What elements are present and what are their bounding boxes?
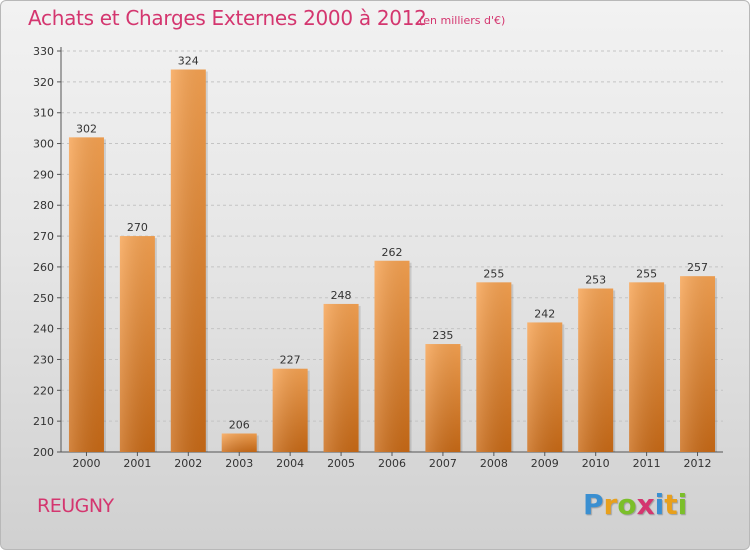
y-tick-label: 220	[33, 384, 54, 397]
y-tick-label: 200	[33, 446, 54, 459]
x-tick-label: 2005	[327, 457, 355, 470]
x-tick-label: 2011	[633, 457, 661, 470]
x-tick-label: 2007	[429, 457, 457, 470]
x-tick-label: 2000	[72, 457, 100, 470]
bar-highlight	[272, 368, 308, 452]
x-tick-label: 2006	[378, 457, 406, 470]
logo-letter: t	[664, 488, 678, 521]
bar-highlight	[578, 288, 614, 452]
bar-value-label: 206	[229, 418, 250, 431]
axes: 200 210 220 230 240 250 260 270 280 290 300 310 320 3…	[33, 45, 723, 459]
bar-highlight	[221, 433, 257, 452]
bar-value-label: 248	[331, 289, 352, 302]
bar-value-label: 253	[585, 274, 606, 287]
bar-value-label: 235	[432, 329, 453, 342]
bar-value-label: 302	[76, 122, 97, 135]
x-tick-label: 2008	[480, 457, 508, 470]
y-tick-label: 320	[33, 76, 54, 89]
y-tick-label: 210	[33, 415, 54, 428]
y-tick-label: 330	[33, 45, 54, 58]
x-tick-label: 2003	[225, 457, 253, 470]
y-tick-label: 230	[33, 353, 54, 366]
labels: 302 2000 270 2001 324 2002 206 2003 227 2004 248 20…	[72, 55, 711, 470]
logo-letter: i	[654, 488, 665, 521]
proxiti-logo: Proxiti	[583, 488, 687, 521]
y-tick-label: 290	[33, 168, 54, 181]
logo-letter: P	[583, 488, 604, 521]
bar-value-label: 270	[127, 221, 148, 234]
bar-highlight	[323, 303, 359, 452]
bar-highlight	[374, 260, 410, 452]
bar-highlight	[527, 322, 563, 452]
x-tick-label: 2002	[174, 457, 202, 470]
bar-value-label: 257	[687, 261, 708, 274]
bar-highlight	[119, 236, 155, 452]
bar-value-label: 242	[534, 307, 555, 320]
bar-highlight	[680, 276, 716, 452]
chart-title: Achats et Charges Externes 2000 à 2012	[28, 6, 427, 30]
y-tick-label: 280	[33, 199, 54, 212]
x-tick-label: 2004	[276, 457, 304, 470]
bar-highlight	[425, 344, 461, 452]
bars	[68, 69, 718, 452]
x-tick-label: 2012	[684, 457, 712, 470]
logo-letter: o	[617, 488, 637, 521]
x-tick-label: 2010	[582, 457, 610, 470]
bar-value-label: 324	[178, 55, 199, 68]
logo-letter: x	[636, 488, 655, 521]
bar-value-label: 255	[483, 267, 504, 280]
y-tick-label: 260	[33, 261, 54, 274]
bar-highlight	[476, 282, 512, 452]
x-tick-label: 2001	[123, 457, 151, 470]
y-tick-label: 240	[33, 323, 54, 336]
y-tick-label: 300	[33, 138, 54, 151]
logo-letter: r	[603, 488, 618, 521]
y-tick-label: 250	[33, 292, 54, 305]
bar-value-label: 227	[280, 354, 301, 367]
bar-highlight	[629, 282, 665, 452]
bar-value-label: 255	[636, 267, 657, 280]
y-tick-label: 310	[33, 107, 54, 120]
chart-subtitle: (en milliers d'€)	[419, 14, 506, 27]
bar-value-label: 262	[382, 246, 403, 259]
commune-name: REUGNY	[37, 495, 114, 517]
bar-highlight	[68, 137, 104, 452]
y-tick-label: 270	[33, 230, 54, 243]
logo-letter: i	[677, 488, 688, 521]
x-tick-label: 2009	[531, 457, 559, 470]
bar-highlight	[170, 69, 206, 452]
